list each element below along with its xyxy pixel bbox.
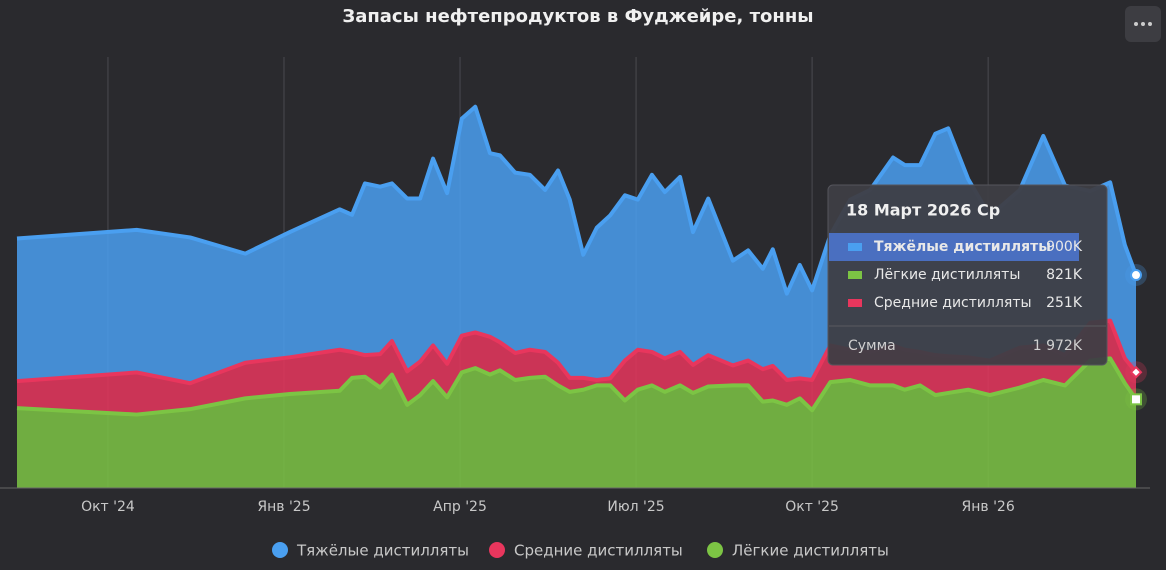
tooltip-highlight (829, 233, 1079, 261)
hover-markers (1125, 264, 1147, 411)
menu-dot (1134, 22, 1138, 26)
tooltip-value: 251K (1046, 295, 1083, 311)
legend-swatch (272, 542, 288, 558)
area (17, 358, 1136, 488)
series-line (16, 104, 1138, 296)
tooltip-swatch (848, 299, 862, 307)
x-tick-label: Апр '25 (433, 499, 487, 515)
x-tick-label: Окт '24 (81, 499, 135, 515)
legend-label: Средние дистилляты (514, 542, 683, 560)
legend-label: Лёгкие дистилляты (732, 542, 889, 560)
tooltip-box (827, 184, 1108, 366)
legend-label: Тяжёлые дистилляты (296, 542, 469, 560)
legend-swatch (489, 542, 505, 558)
tooltip-series: Средние дистилляты (874, 295, 1032, 311)
legend-item[interactable]: Тяжёлые дистилляты (272, 542, 469, 560)
tooltip-series: Лёгкие дистилляты (874, 267, 1020, 283)
tooltip-swatch (848, 271, 862, 279)
x-tick-label: Янв '26 (962, 499, 1015, 515)
menu-dot (1141, 22, 1145, 26)
x-tick-label: Июл '25 (607, 499, 664, 515)
menu-dot (1148, 22, 1152, 26)
tooltip-value: 900K (1046, 239, 1083, 255)
x-axis: Окт '24 Янв '25 Апр '25 Июл '25 Окт '25 Янв '… (0, 487, 1150, 515)
tooltip-swatch (848, 243, 862, 251)
marker (1130, 269, 1142, 282)
area (17, 320, 1136, 415)
tooltip-total-name: Сумма (848, 338, 896, 354)
menu-button[interactable] (1125, 6, 1161, 42)
legend-swatch (707, 542, 723, 558)
legend-item[interactable]: Лёгкие дистилляты (707, 542, 889, 560)
tooltip-series: Тяжёлые дистилляты (874, 239, 1051, 255)
legend-item[interactable]: Средние дистилляты (489, 542, 683, 560)
series-line (16, 356, 1138, 417)
legend: Тяжёлые дистилляты Средние дистилляты Лёгк… (272, 542, 889, 560)
tooltip-value: 821K (1046, 267, 1083, 283)
x-tick-label: Окт '25 (785, 499, 839, 515)
tooltip-total-value: 1 972K (1033, 338, 1083, 354)
marker (1130, 393, 1142, 406)
tooltip-title: 18 Март 2026 Ср (846, 201, 1000, 220)
x-tick-label: Янв '25 (257, 499, 310, 515)
chart-title: Запасы нефтепродуктов в Фуджейре, тонны (342, 6, 813, 27)
marker (1129, 365, 1143, 379)
